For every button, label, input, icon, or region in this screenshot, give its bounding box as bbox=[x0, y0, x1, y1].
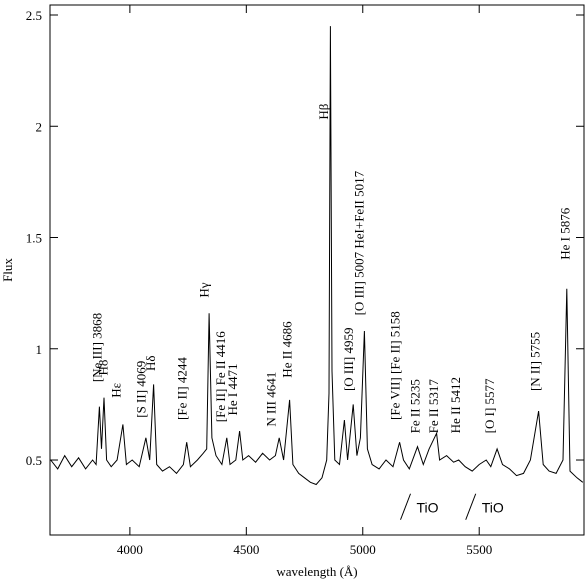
line-annotation: He II 4686 bbox=[279, 321, 294, 378]
y-tick-label: 1 bbox=[36, 342, 43, 357]
x-tick-label: 4000 bbox=[117, 542, 143, 557]
line-annotation: [Fe VII] [Fe II] 5158 bbox=[388, 311, 403, 420]
line-annotation: He I 4471 bbox=[225, 364, 240, 416]
y-tick-label: 1.5 bbox=[26, 231, 42, 246]
line-annotation: [Fe II] Fe II 4416 bbox=[213, 331, 228, 422]
line-annotation: [S II] 4069 bbox=[134, 361, 149, 418]
line-annotation: [O III] 5007 HeI+FeII 5017 bbox=[351, 170, 366, 315]
tio-marker bbox=[465, 493, 477, 520]
tio-label: TiO bbox=[482, 500, 504, 516]
line-annotation: [Fe II] 4244 bbox=[174, 357, 189, 420]
line-annotation: N III 4641 bbox=[263, 372, 278, 427]
tio-marker bbox=[400, 493, 411, 520]
tio-label: TiO bbox=[417, 500, 439, 516]
y-tick-label: 2 bbox=[36, 119, 43, 134]
line-annotation: Fe II 5317 bbox=[426, 379, 441, 434]
x-tick-label: 5000 bbox=[350, 542, 376, 557]
y-axis-label: Flux bbox=[0, 258, 15, 282]
line-annotation: [O III] 4959 bbox=[341, 327, 356, 391]
spectrum-line bbox=[50, 26, 584, 486]
line-annotation: Hβ bbox=[316, 103, 331, 119]
x-tick-label: 4500 bbox=[233, 542, 259, 557]
line-annotation: [Ne III] 3868 bbox=[89, 313, 104, 382]
line-annotation: [O I] 5577 bbox=[482, 378, 497, 433]
line-annotation: H8 bbox=[96, 360, 111, 376]
line-annotation: Hδ bbox=[143, 356, 158, 372]
x-tick-label: 5500 bbox=[466, 542, 492, 557]
line-annotation: He I 5876 bbox=[558, 207, 573, 259]
y-tick-label: 0.5 bbox=[26, 453, 42, 468]
line-annotation: Hγ bbox=[197, 282, 212, 297]
line-annotation: Hε bbox=[109, 382, 124, 397]
plot-frame bbox=[49, 4, 585, 536]
line-annotation: Fe II 5235 bbox=[407, 379, 422, 433]
y-tick-label: 2.5 bbox=[26, 8, 42, 23]
line-annotation: He II 5412 bbox=[448, 377, 463, 433]
x-axis-label: wavelength (Å) bbox=[276, 564, 357, 579]
line-annotation: [N II] 5755 bbox=[527, 332, 542, 391]
